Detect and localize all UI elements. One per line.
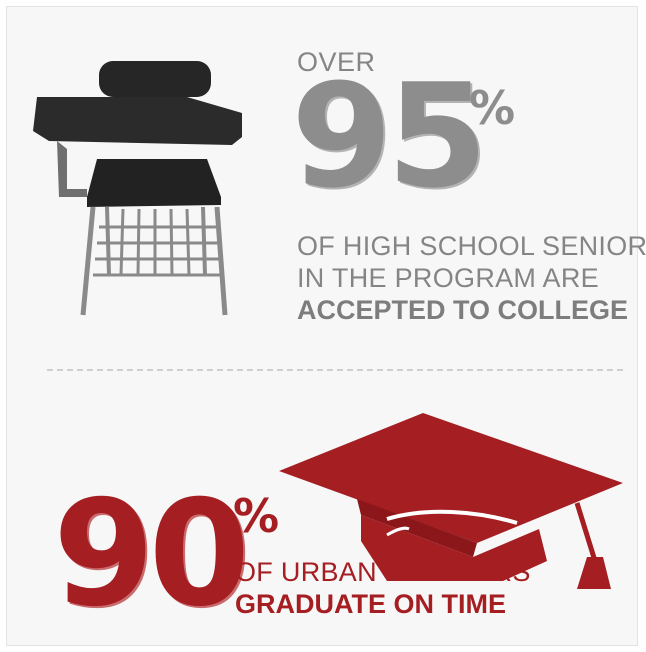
stat-number-95: 95 <box>291 53 488 220</box>
stat-description: OF URBAN DEBATERS <box>235 557 531 587</box>
stat-highlight-red: GRADUATE ON TIME <box>235 589 506 619</box>
percent-sign: % <box>469 81 516 135</box>
percent-sign-red: % <box>233 489 280 543</box>
school-desk-icon <box>33 61 242 316</box>
stat-highlight: ACCEPTED TO COLLEGE <box>297 295 629 325</box>
infographic-card: OVER 95 % OF HIGH SCHOOL SENIORS IN THE … <box>6 6 646 646</box>
stat-prefix: OVER <box>297 47 376 77</box>
stat-number-90: 90 <box>53 469 250 639</box>
graduation-cap-icon <box>279 413 623 589</box>
section-divider <box>47 369 623 371</box>
stat-description-line-2: IN THE PROGRAM ARE <box>297 263 599 293</box>
stat-description-line-1: OF HIGH SCHOOL SENIORS <box>297 231 646 261</box>
